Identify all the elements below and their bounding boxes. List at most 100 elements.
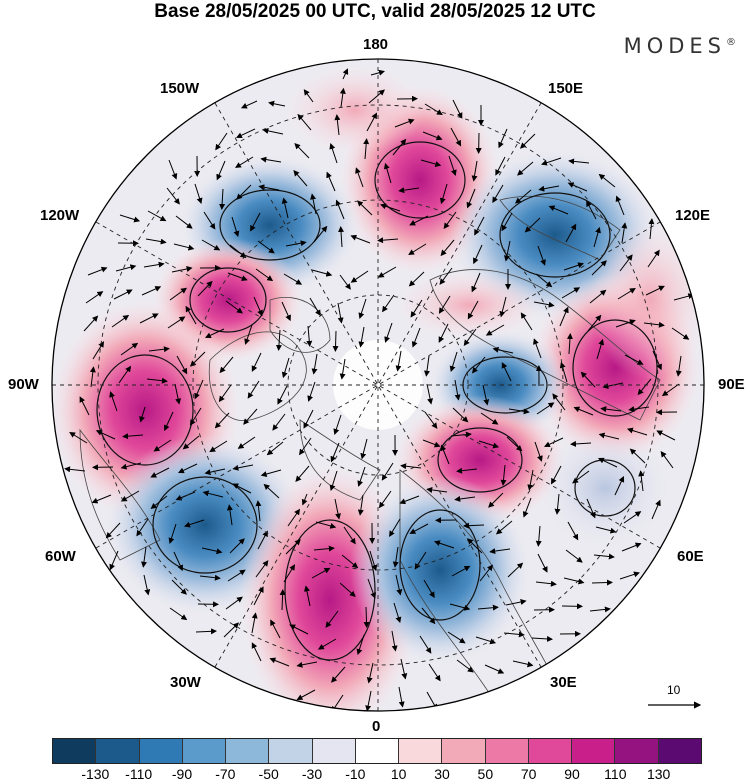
colorbar xyxy=(52,738,702,764)
wind-vector xyxy=(471,272,481,293)
wind-vector xyxy=(326,171,336,192)
wind-vector xyxy=(495,156,506,176)
wind-vector xyxy=(341,554,359,569)
wind-vector xyxy=(143,574,151,596)
wind-vector xyxy=(281,301,291,322)
colorbar-swatch xyxy=(484,739,528,763)
wind-vector xyxy=(380,203,401,212)
wind-vector xyxy=(139,313,159,324)
wind-vector xyxy=(619,571,640,580)
wind-vector xyxy=(408,243,427,256)
wind-vector xyxy=(629,448,646,464)
lon-label-150w: 150W xyxy=(160,80,200,97)
wind-vector xyxy=(370,69,385,76)
wind-vector xyxy=(449,603,471,611)
wind-vector xyxy=(369,550,378,572)
wind-vector xyxy=(475,636,497,645)
lon-label-120w: 120W xyxy=(40,207,80,224)
wind-vector xyxy=(389,518,401,537)
wind-vector xyxy=(492,184,504,204)
wind-vector xyxy=(621,222,628,244)
wind-vector xyxy=(313,545,335,552)
wind-vector xyxy=(356,200,373,216)
wind-vector xyxy=(204,328,225,339)
wind-vector xyxy=(382,294,395,313)
wind-vector xyxy=(452,407,469,423)
wind-vector xyxy=(360,438,368,460)
wind-vector xyxy=(176,355,188,375)
registered-mark: ® xyxy=(726,37,736,48)
wind-vector xyxy=(533,338,542,359)
wind-vector xyxy=(428,663,441,682)
wind-vector xyxy=(398,686,405,708)
wind-vector xyxy=(408,271,425,287)
wind-vector xyxy=(398,187,420,194)
wind-vector xyxy=(92,341,105,360)
wind-vector xyxy=(343,526,356,545)
wind-vector xyxy=(356,634,365,656)
wind-vector xyxy=(270,619,281,639)
wind-vector xyxy=(113,289,133,300)
wind-vector xyxy=(315,521,337,529)
wind-vector xyxy=(329,143,338,164)
wind-vector xyxy=(120,342,139,356)
lon-label-90e: 90E xyxy=(718,376,745,393)
wind-vector xyxy=(411,327,421,348)
wind-vector xyxy=(150,467,170,478)
wind-vector xyxy=(424,103,443,116)
wind-vector xyxy=(466,188,476,209)
wind-vector xyxy=(568,158,590,165)
wind-vector xyxy=(651,499,661,520)
wind-vector xyxy=(255,268,274,282)
wind-vector xyxy=(195,628,217,635)
wind-vector xyxy=(150,495,168,510)
colorbar-tick-label: 30 xyxy=(434,766,450,782)
anomaly-center xyxy=(395,270,545,340)
wind-vector xyxy=(95,430,116,440)
wind-vector xyxy=(185,305,197,325)
wind-vector xyxy=(661,383,680,397)
wind-vector xyxy=(471,356,486,374)
wind-vector xyxy=(615,319,636,328)
wind-vector xyxy=(561,287,581,299)
wind-vector xyxy=(366,112,377,132)
wind-vector xyxy=(566,333,573,355)
wind-vector xyxy=(439,183,448,205)
wind-vector xyxy=(463,522,485,529)
wind-vector xyxy=(309,297,321,317)
wind-vector xyxy=(260,469,282,477)
wind-vector xyxy=(293,170,308,187)
wind-vector xyxy=(253,586,264,606)
colorbar-swatch xyxy=(268,739,312,763)
wind-vector xyxy=(410,299,423,318)
wind-vector xyxy=(638,470,645,492)
wind-vector xyxy=(450,431,472,438)
wind-vector xyxy=(350,270,369,283)
wind-vector xyxy=(295,465,310,482)
wind-vector xyxy=(342,68,349,80)
colorbar-tick-label: 110 xyxy=(604,766,627,782)
wind-vector xyxy=(115,264,137,272)
wind-vector xyxy=(519,133,536,149)
wind-vector xyxy=(357,494,364,516)
wind-vector xyxy=(136,518,149,537)
wind-vector xyxy=(536,402,555,415)
wind-vector xyxy=(522,497,532,518)
wind-vector xyxy=(399,495,420,505)
wind-vector xyxy=(331,666,346,683)
wind-vector xyxy=(394,118,415,128)
wind-vector xyxy=(311,269,333,277)
wind-vector xyxy=(421,607,436,625)
wind-vector xyxy=(285,539,301,555)
wind-vector xyxy=(591,579,613,586)
wind-vector xyxy=(255,560,269,578)
wind-vector xyxy=(450,127,462,147)
wind-vector xyxy=(439,267,453,285)
coastlines xyxy=(79,195,661,711)
wind-vector xyxy=(79,396,90,416)
wind-vector xyxy=(283,273,303,285)
wind-vector xyxy=(456,659,474,673)
wind-vector xyxy=(166,187,180,205)
lon-label-90w: 90W xyxy=(8,376,39,393)
